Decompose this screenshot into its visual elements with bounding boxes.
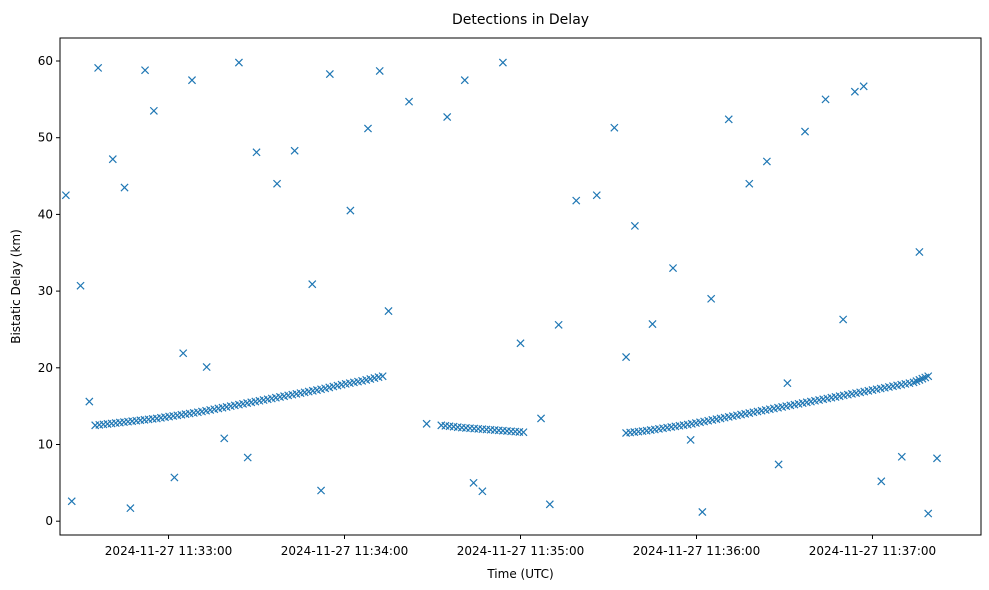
data-point <box>897 452 906 461</box>
data-point <box>698 507 707 517</box>
data-point <box>273 179 282 188</box>
data-point <box>774 460 783 469</box>
data-point <box>668 264 678 273</box>
data-point <box>308 280 317 289</box>
data-point <box>325 70 334 79</box>
data-point <box>108 155 117 164</box>
data-point <box>724 115 733 124</box>
chart-title: Detections in Delay <box>452 12 589 28</box>
data-point <box>707 294 716 303</box>
data-point <box>915 247 924 257</box>
data-point <box>498 58 507 67</box>
data-point <box>243 453 252 462</box>
data-point <box>290 146 299 155</box>
x-tick-label: 2024-11-27 11:36:00 <box>633 544 760 558</box>
data-point <box>924 509 933 518</box>
data-point <box>516 339 525 348</box>
data-point <box>545 500 554 509</box>
data-point <box>443 112 452 122</box>
data-point <box>622 353 631 362</box>
data-point <box>800 127 810 136</box>
data-point <box>610 123 619 132</box>
data-point <box>572 196 581 205</box>
x-tick-label: 2024-11-27 11:33:00 <box>105 544 232 558</box>
data-point <box>478 487 487 496</box>
data-point <box>932 454 942 463</box>
data-point <box>469 478 478 487</box>
data-point <box>234 58 243 67</box>
x-axis: 2024-11-27 11:33:00 2024-11-27 11:34:00 20… <box>105 535 936 558</box>
data-point <box>179 349 188 358</box>
data-point <box>924 372 933 381</box>
data-point <box>384 307 393 316</box>
data-point <box>630 221 639 230</box>
data-point <box>67 497 76 506</box>
y-tick-label: 0 <box>45 514 53 528</box>
data-point <box>554 320 563 329</box>
data-point <box>537 414 546 423</box>
data-point <box>821 95 830 104</box>
y-axis-label: Bistatic Delay (km) <box>9 229 23 344</box>
data-point <box>762 157 771 166</box>
y-tick-label: 30 <box>38 284 53 298</box>
data-point <box>252 148 261 157</box>
data-point <box>220 434 229 443</box>
data-point <box>859 82 868 91</box>
data-point <box>839 315 848 324</box>
data-point <box>648 320 657 329</box>
data-point <box>378 372 387 381</box>
y-tick-label: 20 <box>38 361 53 375</box>
data-point <box>422 419 431 428</box>
plot-frame <box>59 37 982 536</box>
x-tick-label: 2024-11-27 11:34:00 <box>281 544 408 558</box>
data-point <box>141 66 150 75</box>
data-point <box>317 486 326 495</box>
scatter-points <box>61 58 942 518</box>
data-point <box>745 179 754 188</box>
data-point <box>187 76 197 85</box>
data-point <box>120 183 129 192</box>
y-axis: 0 10 20 30 40 50 60 <box>38 54 60 528</box>
data-point <box>94 63 103 72</box>
x-tick-label: 2024-11-27 11:35:00 <box>457 544 584 558</box>
data-point <box>76 281 85 290</box>
x-axis-label: Time (UTC) <box>486 567 553 581</box>
data-point <box>202 363 211 372</box>
y-tick-label: 10 <box>38 437 53 451</box>
data-point <box>170 473 179 482</box>
data-point <box>519 428 528 437</box>
y-tick-label: 40 <box>38 207 53 221</box>
y-tick-label: 50 <box>38 131 53 145</box>
data-point <box>149 106 158 115</box>
data-point <box>850 87 859 96</box>
data-point <box>405 97 414 106</box>
data-point <box>363 124 373 133</box>
data-point <box>877 477 886 486</box>
data-point <box>783 379 792 388</box>
data-point <box>460 76 469 85</box>
data-point <box>686 435 695 444</box>
y-tick-label: 60 <box>38 54 53 68</box>
data-point <box>346 206 355 215</box>
data-point <box>61 191 70 200</box>
data-point <box>126 504 135 513</box>
data-point <box>375 66 384 76</box>
data-point <box>592 191 601 200</box>
x-tick-label: 2024-11-27 11:37:00 <box>809 544 936 558</box>
data-point <box>85 397 94 406</box>
